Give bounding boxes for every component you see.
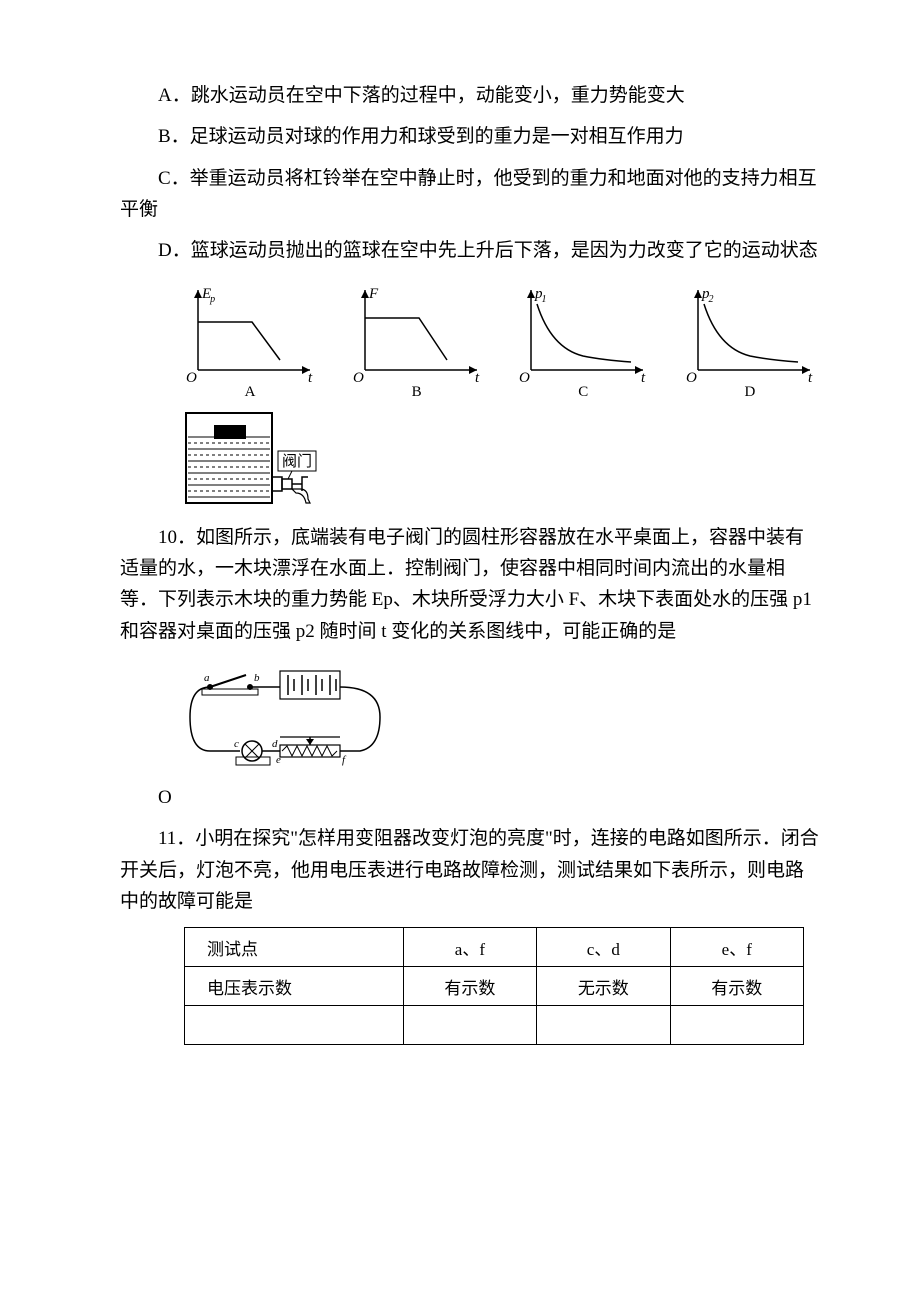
question-11: 11．小明在探究"怎样用变阻器改变灯泡的亮度"时，连接的电路如图所示．闭合开关后… [120, 823, 820, 917]
table-row [185, 1006, 804, 1045]
chart-b: F t O B [347, 282, 487, 401]
table-cell: 测试点 [185, 928, 404, 967]
svg-text:t: t [808, 370, 813, 382]
chart-a: Ep t O A [180, 282, 320, 401]
svg-text:t: t [475, 370, 480, 382]
table-cell: 无示数 [537, 967, 670, 1006]
option-d: D．篮球运动员抛出的篮球在空中先上升后下落，是因为力改变了它的运动状态 [120, 235, 820, 266]
charts-row: Ep t O A F t O B [180, 282, 820, 401]
table-cell: 电压表示数 [185, 967, 404, 1006]
question-10: 10．如图所示，底端装有电子阀门的圆柱形容器放在水平桌面上，容器中装有适量的水，… [120, 522, 820, 647]
svg-text:e: e [276, 754, 281, 766]
table-row: 测试点 a、f c、d e、f [185, 928, 804, 967]
chart-a-label: A [180, 384, 320, 401]
table-cell [537, 1006, 670, 1045]
table-cell [403, 1006, 536, 1045]
svg-text:d: d [272, 738, 278, 750]
table-cell: a、f [403, 928, 536, 967]
svg-text:p2: p2 [701, 286, 714, 305]
option-b: B．足球运动员对球的作用力和球受到的重力是一对相互作用力 [120, 121, 820, 152]
chart-c-label: C [513, 384, 653, 401]
svg-text:t: t [308, 370, 313, 382]
svg-text:O: O [353, 370, 364, 382]
svg-text:O: O [686, 370, 697, 382]
svg-text:t: t [641, 370, 646, 382]
table-row: 电压表示数 有示数 无示数 有示数 [185, 967, 804, 1006]
svg-text:f: f [342, 754, 347, 766]
chart-b-label: B [347, 384, 487, 401]
chart-d: p2 t O D [680, 282, 820, 401]
table-cell [670, 1006, 803, 1045]
svg-text:Ep: Ep [201, 286, 215, 305]
svg-text:a: a [204, 672, 210, 684]
circuit-letter: O [158, 782, 820, 813]
svg-text:b: b [254, 672, 260, 684]
table-cell [185, 1006, 404, 1045]
option-c: C．举重运动员将杠铃举在空中静止时，他受到的重力和地面对他的支持力相互平衡 [120, 163, 820, 226]
chart-d-label: D [680, 384, 820, 401]
container-diagram: 阀门 [180, 407, 820, 522]
svg-text:O: O [186, 370, 197, 382]
circuit-diagram: a b c d e f [180, 657, 820, 782]
svg-text:F: F [368, 286, 379, 302]
chart-c: p1 t O C [513, 282, 653, 401]
option-a: A．跳水运动员在空中下落的过程中，动能变小，重力势能变大 [120, 80, 820, 111]
table-cell: 有示数 [670, 967, 803, 1006]
table-cell: c、d [537, 928, 670, 967]
table-cell: e、f [670, 928, 803, 967]
table-cell: 有示数 [403, 967, 536, 1006]
svg-text:c: c [234, 738, 239, 750]
svg-text:O: O [519, 370, 530, 382]
svg-text:p1: p1 [534, 286, 547, 305]
svg-text:阀门: 阀门 [282, 453, 312, 470]
results-table: 测试点 a、f c、d e、f 电压表示数 有示数 无示数 有示数 [184, 927, 804, 1045]
